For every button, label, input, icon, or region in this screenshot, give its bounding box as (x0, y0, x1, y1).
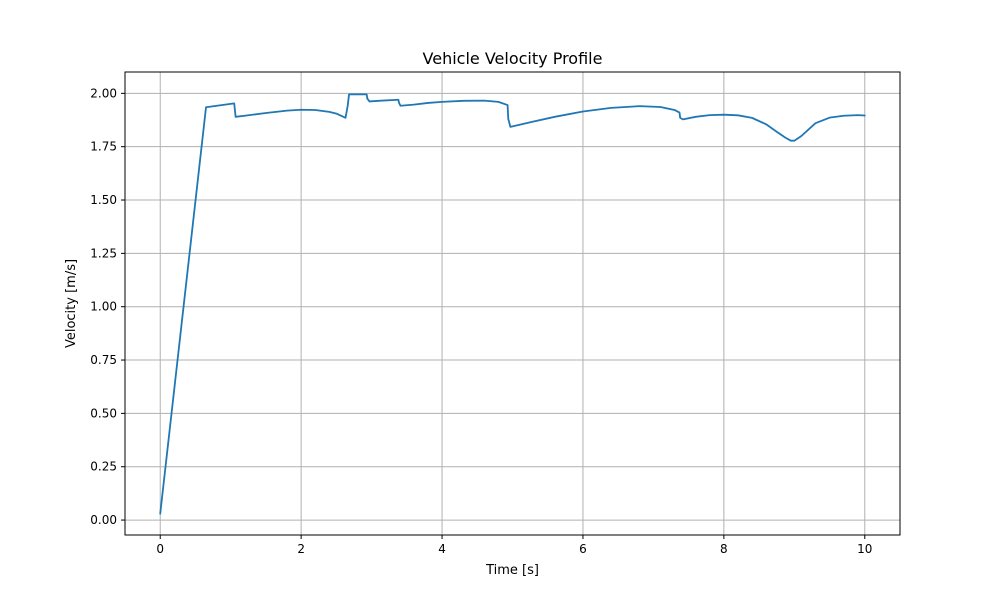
velocity-line (159, 93, 866, 515)
line-series (159, 93, 866, 515)
y-tick-label: 0.00 (90, 513, 117, 527)
chart-title: Vehicle Velocity Profile (423, 49, 603, 68)
x-tick-label: 10 (857, 542, 872, 556)
y-axis-label: Velocity [m/s] (64, 259, 79, 348)
x-tick-label: 8 (720, 542, 728, 556)
x-tick-label: 2 (297, 542, 305, 556)
y-tick-label: 1.50 (90, 193, 117, 207)
x-tick-label: 4 (438, 542, 446, 556)
x-axis-label: Time [s] (485, 563, 539, 578)
y-tick-label: 1.75 (90, 140, 117, 154)
axes-frame (124, 71, 901, 536)
y-tick-label: 0.50 (90, 406, 117, 420)
plot-area (125, 72, 900, 535)
y-tick-label: 0.75 (90, 353, 117, 367)
axis-ticks: 0 2 4 6 8 10 0.00 0.25 0.50 0.75 1.00 1.25 1.50 1.75 2… (90, 86, 872, 556)
y-tick-label: 0.25 (90, 460, 117, 474)
y-tick-label: 2.00 (90, 86, 117, 100)
x-tick-label: 0 (156, 542, 164, 556)
x-tick-label: 6 (579, 542, 587, 556)
grid (125, 72, 900, 535)
y-tick-label: 1.25 (90, 246, 117, 260)
y-tick-label: 1.00 (90, 300, 117, 314)
